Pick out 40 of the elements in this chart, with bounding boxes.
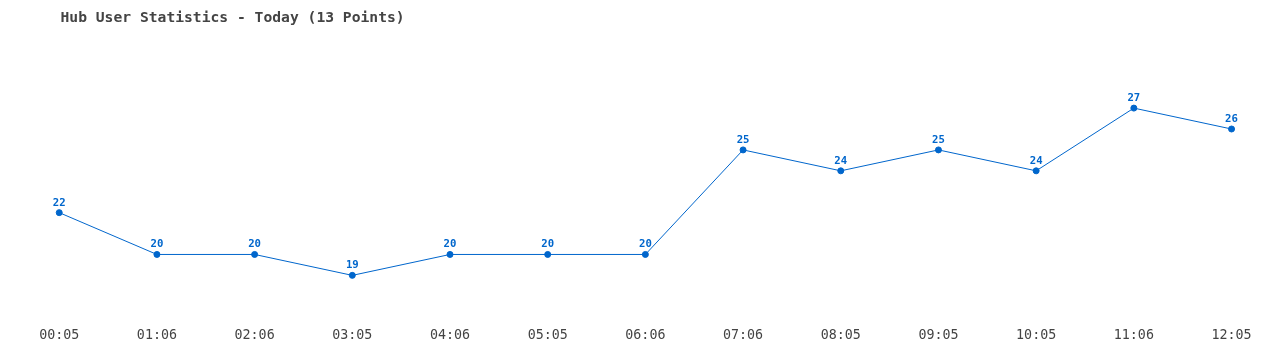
x-tick-label: 08:05: [820, 326, 861, 342]
x-tick-label: 12:05: [1211, 326, 1252, 342]
data-label: 19: [345, 258, 359, 272]
data-label: 20: [638, 237, 652, 251]
data-label: 22: [52, 195, 66, 209]
data-label: 20: [541, 237, 555, 251]
point: [153, 250, 161, 258]
x-tick-label: 09:05: [918, 326, 959, 342]
data-label: 20: [150, 237, 164, 251]
data-label: 24: [1029, 153, 1043, 167]
point: [837, 167, 845, 175]
point: [544, 250, 552, 258]
x-tick-label: 11:06: [1113, 326, 1154, 342]
data-label: 25: [932, 132, 945, 146]
point: [1130, 104, 1138, 112]
x-tick-label: 02:06: [234, 326, 275, 342]
data-label: 20: [443, 237, 457, 251]
data-label: 24: [834, 153, 848, 167]
point: [739, 146, 747, 154]
point: [446, 250, 454, 258]
x-tick-label: 06:06: [625, 326, 666, 342]
x-tick-label: 10:05: [1016, 326, 1057, 342]
chart-title: Hub User Statistics - Today (13 Points): [60, 7, 405, 25]
x-tick-label: 07:06: [723, 326, 764, 342]
data-label: 20: [248, 237, 262, 251]
point: [55, 209, 63, 217]
x-tick-label: 01:06: [136, 326, 177, 342]
data-label: 26: [1225, 112, 1238, 126]
x-tick-label: 03:05: [332, 326, 373, 342]
data-label: 27: [1127, 91, 1141, 105]
point: [251, 250, 259, 258]
x-tick-label: 00:05: [39, 326, 80, 342]
x-tick-label: 05:05: [527, 326, 568, 342]
point: [1228, 125, 1236, 133]
point: [641, 250, 649, 258]
point: [1032, 167, 1040, 175]
data-label: 25: [736, 132, 750, 146]
point: [348, 271, 356, 279]
point: [934, 146, 942, 154]
x-tick-label: 04:06: [429, 326, 471, 342]
